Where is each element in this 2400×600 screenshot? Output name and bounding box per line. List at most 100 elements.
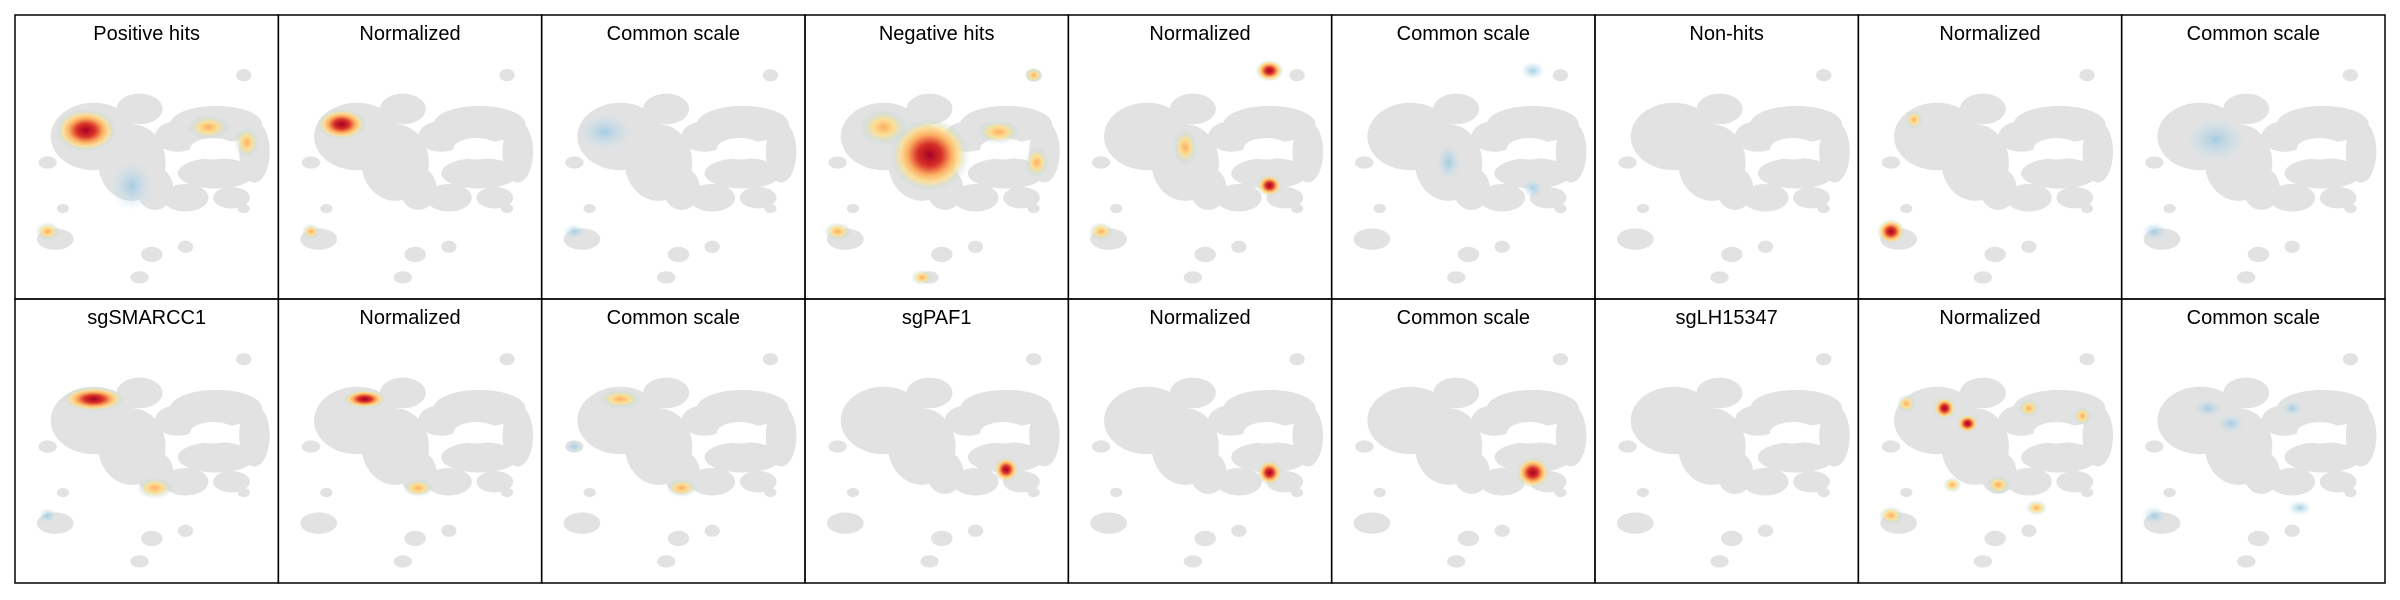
density-hotspot [563,223,586,240]
umap-background [1616,69,1850,284]
density-hotspot [2287,500,2313,516]
umap-background [1090,69,1324,284]
umap-plot [563,353,797,568]
density-hotspot [823,222,852,241]
panel-border [2120,298,2386,584]
panel: sgLH15347 [1594,298,1860,584]
panel-title: Common scale [607,23,740,45]
density-hotspot [977,119,1020,145]
density-hotspot [911,269,933,286]
density-hotspot [889,118,970,192]
density-hotspot [234,127,260,158]
umap-plot [823,67,1060,286]
density-hotspot [1024,147,1050,178]
umap-plot [1088,59,1324,284]
panel: Common scale [540,298,806,584]
umap-plot [563,69,797,284]
panel-title: sgPAF1 [902,307,972,329]
panel: Common scale [1330,298,1596,584]
panel: Negative hits [804,14,1070,300]
panel: Normalized [277,14,543,300]
panel-title: Normalized [1149,307,1250,329]
umap-background [300,353,534,568]
panel: Normalized [1067,298,1333,584]
umap-background [1880,353,2114,568]
panel-title: Common scale [2187,307,2320,329]
density-hotspot [1257,460,1282,485]
density-hotspot [2073,406,2092,426]
panel-title: Common scale [607,307,740,329]
density-hotspot [1904,110,1924,129]
umap-plot [2142,353,2377,568]
panel-title: Negative hits [879,23,995,45]
panel: Common scale [2120,298,2386,584]
panel-title: Common scale [1397,23,1530,45]
panel-title: Normalized [1149,23,1250,45]
density-hotspot [1436,144,1461,181]
umap-background [36,69,270,284]
panel: Positive hits [14,14,280,300]
umap-plot [1877,69,2114,284]
umap-plot [1090,353,1324,568]
panel: sgSMARCC1 [14,298,280,584]
density-hotspot [38,507,57,524]
density-hotspot [343,389,387,409]
umap-background [1880,69,2114,284]
density-hotspot [187,115,230,140]
panel-title: Common scale [2187,23,2320,45]
density-hotspot [2217,414,2245,433]
density-hotspot [1943,477,1962,493]
density-hotspot [136,477,174,499]
umap-background [1353,353,1587,568]
panel: Normalized [1857,14,2123,300]
panel-title: Positive hits [93,23,200,45]
umap-plot [826,353,1060,568]
panel: Normalized [1857,298,2123,584]
density-hotspot [1897,394,1916,413]
umap-plot [300,353,534,568]
density-hotspot [1877,219,1905,244]
umap-plot [1353,61,1587,284]
panel-title: Normalized [359,307,460,329]
umap-plot [1616,353,1850,568]
density-hotspot [1257,174,1282,197]
panel: Normalized [277,298,543,584]
density-hotspot [577,113,633,151]
density-hotspot [110,161,154,211]
panel-title: Non-hits [1689,23,1763,45]
density-hotspot [993,457,1019,482]
panel: Common scale [540,14,806,300]
umap-plot [36,353,270,568]
panel-title: Normalized [1939,23,2040,45]
panel: Common scale [2120,14,2386,300]
panel-title: sgLH15347 [1676,307,1778,329]
density-hotspot [1255,59,1284,82]
density-hotspot [1088,222,1114,241]
density-hotspot [35,222,60,241]
density-hotspot [1956,414,1979,433]
panel-title: Common scale [1397,307,1530,329]
umap-plot [1616,69,1850,284]
density-hotspot [1520,61,1546,80]
panel: sgPAF1 [804,298,1070,584]
density-hotspot [1515,457,1550,488]
panel: Non-hits [1594,14,1860,300]
density-hotspot [598,389,642,409]
umap-background [36,353,270,568]
panel: Normalized [1067,14,1333,300]
density-hotspot [1933,397,1956,419]
umap-plot [1878,353,2114,568]
umap-background [826,353,1060,568]
density-hotspot [2025,500,2048,516]
density-hotspot [2142,222,2167,241]
umap-background [1353,69,1587,284]
density-hotspot [301,223,321,240]
density-hotspot [317,108,367,140]
density-hotspot [62,386,125,412]
umap-background [1616,353,1850,568]
density-hotspot [2142,506,2167,525]
density-hotspot [2281,400,2303,416]
panel-title: sgSMARCC1 [87,307,206,329]
